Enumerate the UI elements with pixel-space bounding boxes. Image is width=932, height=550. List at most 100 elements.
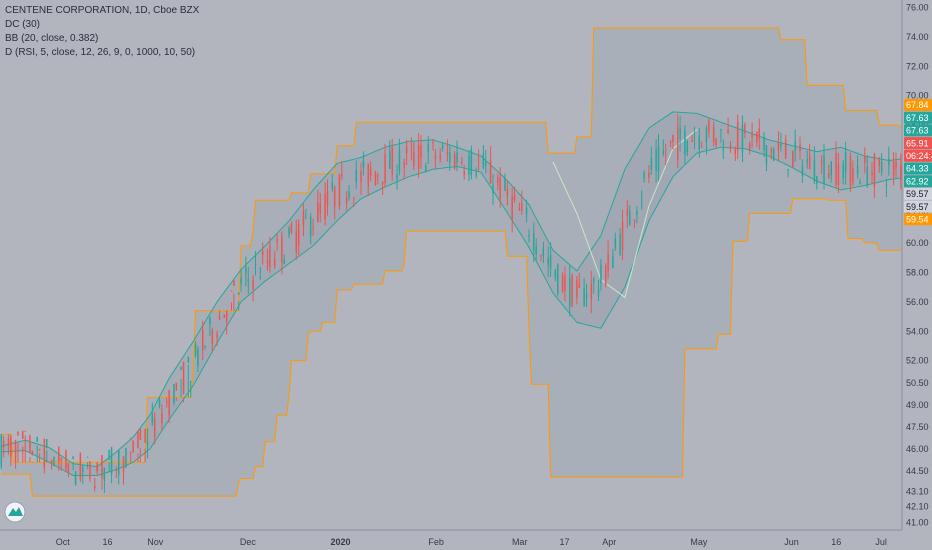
candle-body bbox=[413, 151, 415, 166]
candle-body bbox=[273, 258, 276, 266]
candle-body bbox=[585, 294, 588, 299]
candle-body bbox=[31, 450, 34, 456]
candle-body bbox=[398, 149, 401, 172]
price-badge bbox=[904, 175, 932, 188]
candle-body bbox=[468, 155, 470, 175]
candle-body bbox=[333, 186, 336, 207]
candle-body bbox=[146, 441, 149, 446]
candle-body bbox=[89, 461, 91, 479]
candle-body bbox=[94, 485, 96, 489]
candle-body bbox=[583, 288, 585, 306]
candle-body bbox=[561, 275, 564, 292]
candle-body bbox=[722, 149, 724, 151]
x-tick-label: Jun bbox=[784, 537, 799, 547]
candle-body bbox=[871, 172, 873, 176]
candle-body bbox=[597, 288, 600, 296]
x-tick-label: Oct bbox=[56, 537, 71, 547]
candle-body bbox=[720, 129, 722, 131]
candle-body bbox=[79, 452, 82, 480]
candle-body bbox=[43, 438, 46, 469]
candle-body bbox=[533, 232, 535, 252]
candle-body bbox=[254, 263, 257, 265]
candle-body bbox=[643, 172, 645, 179]
candle-body bbox=[290, 223, 293, 233]
legend-title: CENTENE CORPORATION, 1D, Cboe BZX bbox=[5, 5, 200, 16]
legend-bb[interactable]: BB (20, close, 0.382) bbox=[5, 33, 99, 44]
candle-body bbox=[758, 128, 760, 139]
candle-body bbox=[756, 131, 758, 143]
y-tick-label: 41.00 bbox=[906, 518, 929, 528]
candle-body bbox=[629, 211, 631, 226]
candle-body bbox=[252, 279, 254, 290]
candle-body bbox=[482, 154, 485, 168]
candle-body bbox=[844, 152, 847, 172]
candle-body bbox=[74, 473, 77, 485]
candle-body bbox=[873, 154, 876, 187]
candle-body bbox=[338, 174, 341, 207]
legend-d[interactable]: D (RSI, 5, close, 12, 26, 9, 0, 1000, 10… bbox=[5, 47, 196, 58]
legend-dc[interactable]: DC (30) bbox=[5, 19, 41, 30]
candle-body bbox=[348, 191, 350, 198]
candle-body bbox=[139, 428, 142, 441]
candle-body bbox=[900, 165, 902, 180]
x-tick-label: 2020 bbox=[330, 537, 350, 547]
candle-body bbox=[130, 437, 132, 439]
candle-body bbox=[794, 141, 796, 151]
candle-body bbox=[238, 292, 240, 295]
x-tick-label: Nov bbox=[147, 537, 164, 547]
candle-body bbox=[684, 129, 686, 155]
candle-body bbox=[504, 177, 506, 191]
y-tick-label: 44.50 bbox=[906, 466, 929, 476]
candle-body bbox=[283, 259, 285, 265]
y-tick-label: 42.10 bbox=[906, 501, 929, 511]
candle-body bbox=[305, 216, 307, 218]
y-tick-label: 47.50 bbox=[906, 422, 929, 432]
candle-body bbox=[885, 184, 888, 186]
candle-body bbox=[828, 173, 830, 178]
price-badge-label: 64.33 bbox=[906, 164, 929, 174]
x-tick-label: 16 bbox=[831, 537, 841, 547]
candle-body bbox=[650, 158, 653, 170]
candle-body bbox=[806, 159, 808, 162]
chart-legend: CENTENE CORPORATION, 1D, Cboe BZX DC (30… bbox=[5, 4, 199, 60]
candle-body bbox=[161, 413, 163, 424]
y-tick-label: 72.00 bbox=[906, 61, 929, 71]
candle-body bbox=[108, 449, 110, 460]
candle-body bbox=[576, 279, 578, 298]
candle-body bbox=[528, 235, 530, 237]
candle-body bbox=[744, 124, 746, 134]
candle-body bbox=[266, 260, 269, 264]
candle-body bbox=[525, 207, 528, 215]
candle-body bbox=[700, 146, 703, 148]
candle-body bbox=[331, 182, 333, 190]
candle-body bbox=[449, 152, 451, 163]
candle-body bbox=[497, 176, 499, 184]
candle-body bbox=[856, 166, 859, 174]
candle-body bbox=[309, 216, 312, 237]
candle-body bbox=[569, 277, 571, 307]
candle-body bbox=[417, 144, 420, 170]
candle-body bbox=[748, 143, 751, 150]
candle-body bbox=[849, 156, 852, 186]
y-tick-label: 56.00 bbox=[906, 297, 929, 307]
candle-body bbox=[369, 168, 372, 177]
candle-body bbox=[182, 361, 185, 395]
price-badge bbox=[904, 111, 932, 124]
candle-body bbox=[118, 449, 120, 475]
candle-body bbox=[297, 223, 300, 246]
candle-body bbox=[792, 150, 794, 168]
candle-body bbox=[453, 154, 456, 169]
candle-body bbox=[60, 457, 62, 462]
candle-body bbox=[816, 176, 818, 184]
candle-body bbox=[492, 185, 494, 193]
candle-body bbox=[420, 145, 422, 158]
candle-body bbox=[46, 439, 48, 449]
candle-body bbox=[765, 145, 768, 165]
candle-body bbox=[612, 255, 614, 269]
candle-body bbox=[187, 356, 190, 363]
candle-body bbox=[619, 234, 621, 255]
candle-body bbox=[353, 198, 355, 200]
bollinger-upper bbox=[1, 111, 901, 468]
